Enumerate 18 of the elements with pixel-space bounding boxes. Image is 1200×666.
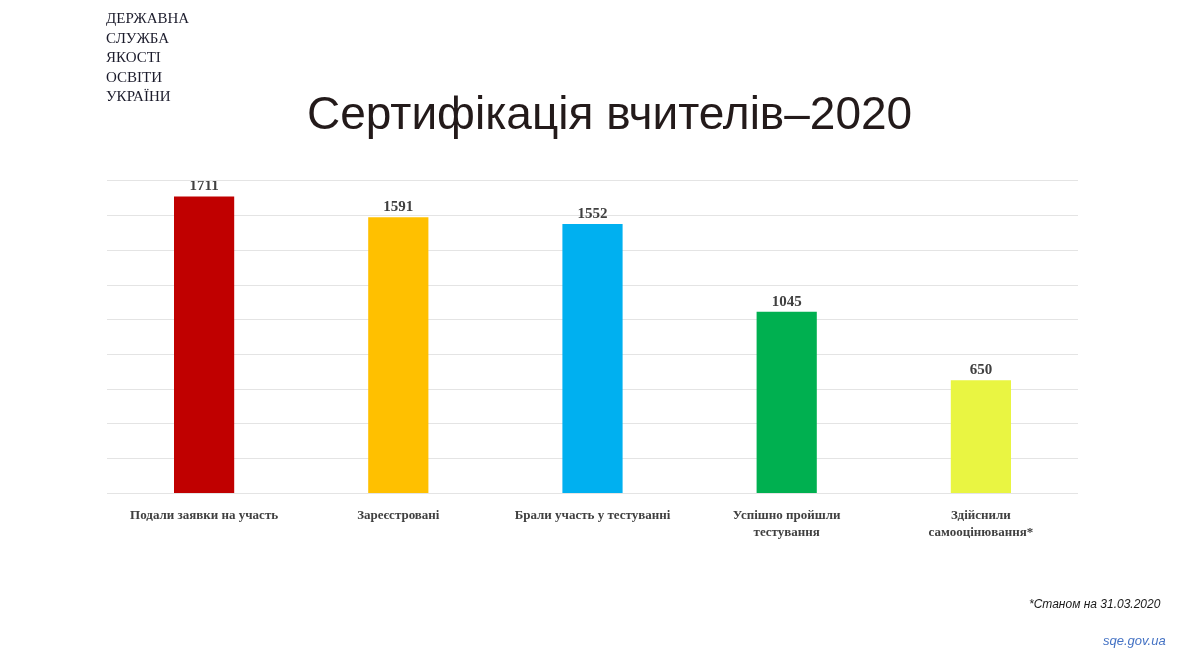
x-tick-label: Здійснили самооцінювання*: [928, 506, 1034, 539]
x-tick-label: Зареєстровані: [357, 506, 440, 522]
x-tick-label: Подали заявки на участь: [130, 506, 279, 522]
data-label: 650: [969, 361, 993, 378]
text: sqe.gov.ua: [1103, 633, 1166, 648]
x-tick-label: Успішно пройшли тестування: [732, 506, 842, 539]
data-label: 1045: [771, 292, 802, 309]
x-tick-label: Брали участь у тестуванні: [514, 506, 671, 522]
bar: [950, 380, 1011, 493]
chart-title: Сертифікація вчителів–2020: [306, 87, 913, 140]
bar: [756, 311, 817, 493]
bar: [368, 217, 429, 493]
bar: [562, 223, 623, 493]
data-label: 1591: [383, 198, 414, 215]
data-label: 1552: [577, 204, 608, 221]
text: *Станом на 31.03.2020: [1029, 597, 1161, 611]
text: ДЕРЖАВНА СЛУЖБА ЯКОСТІ ОСВІТИ УКРАЇНИ: [106, 10, 190, 104]
bar: [174, 196, 235, 493]
